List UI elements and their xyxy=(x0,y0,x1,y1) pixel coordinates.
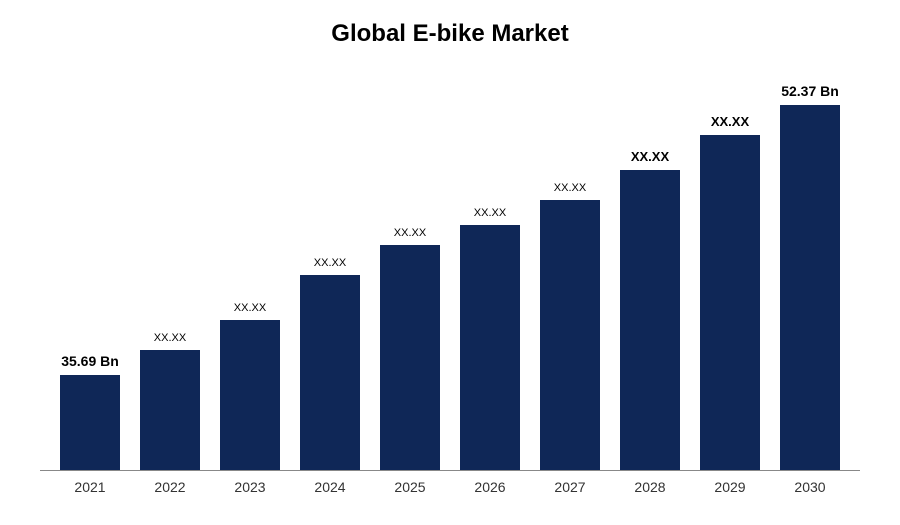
chart-title: Global E-bike Market xyxy=(40,20,860,48)
bar xyxy=(60,375,120,470)
bar xyxy=(540,200,600,470)
bar-group: XX.XX xyxy=(370,78,450,470)
bar xyxy=(780,105,840,470)
bar-value-label: XX.XX xyxy=(154,332,186,344)
bar-group: 35.69 Bn xyxy=(50,78,130,470)
x-axis-label: 2027 xyxy=(530,479,610,495)
bar xyxy=(300,275,360,470)
bar-value-label: XX.XX xyxy=(234,302,266,314)
bar xyxy=(620,170,680,470)
bar-group: XX.XX xyxy=(450,78,530,470)
bar xyxy=(140,350,200,470)
chart-container: Global E-bike Market 35.69 Bn XX.XX XX.XX X… xyxy=(0,0,900,525)
bar-value-label: XX.XX xyxy=(554,182,586,194)
bar-group: XX.XX xyxy=(530,78,610,470)
x-axis-label: 2026 xyxy=(450,479,530,495)
x-axis-label: 2021 xyxy=(50,479,130,495)
bar xyxy=(380,245,440,470)
bar-group: 52.37 Bn xyxy=(770,78,850,470)
bar-value-label: XX.XX xyxy=(314,257,346,269)
bar xyxy=(700,135,760,470)
x-axis-label: 2025 xyxy=(370,479,450,495)
x-axis: 2021202220232024202520262027202820292030 xyxy=(40,471,860,495)
bar-value-label: 52.37 Bn xyxy=(781,83,839,99)
x-axis-label: 2024 xyxy=(290,479,370,495)
bar-group: XX.XX xyxy=(210,78,290,470)
bar-value-label: XX.XX xyxy=(394,227,426,239)
bar-group: XX.XX xyxy=(290,78,370,470)
bar-group: XX.XX xyxy=(690,78,770,470)
bar-value-label: XX.XX xyxy=(631,149,669,164)
x-axis-label: 2023 xyxy=(210,479,290,495)
bar-group: XX.XX xyxy=(130,78,210,470)
bar-value-label: 35.69 Bn xyxy=(61,353,119,369)
bar xyxy=(460,225,520,470)
x-axis-label: 2028 xyxy=(610,479,690,495)
bars-wrapper: 35.69 Bn XX.XX XX.XX XX.XX XX.XX XX.XX XX.XX XX… xyxy=(40,78,860,470)
x-axis-label: 2030 xyxy=(770,479,850,495)
chart-area: 35.69 Bn XX.XX XX.XX XX.XX XX.XX XX.XX XX.XX XX… xyxy=(40,78,860,471)
bar-value-label: XX.XX xyxy=(711,114,749,129)
x-axis-label: 2022 xyxy=(130,479,210,495)
bar-group: XX.XX xyxy=(610,78,690,470)
bar xyxy=(220,320,280,470)
x-axis-label: 2029 xyxy=(690,479,770,495)
bar-value-label: XX.XX xyxy=(474,207,506,219)
